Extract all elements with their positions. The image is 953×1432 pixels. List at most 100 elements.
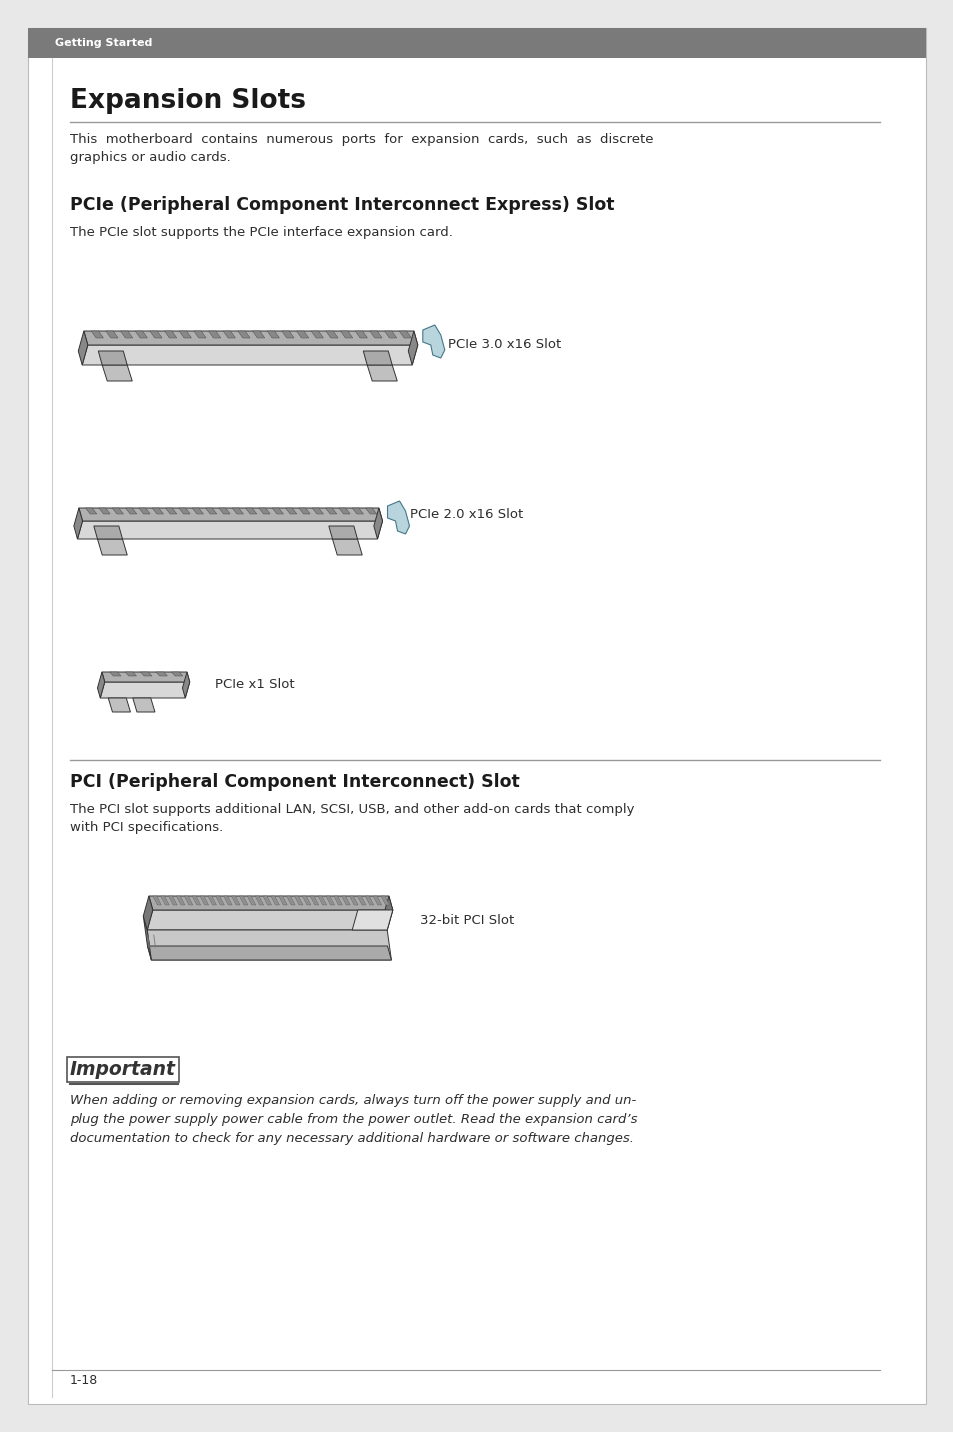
Polygon shape	[365, 896, 374, 905]
Polygon shape	[169, 896, 177, 905]
Polygon shape	[152, 896, 161, 905]
Polygon shape	[176, 896, 185, 905]
Polygon shape	[317, 896, 326, 905]
Polygon shape	[164, 331, 176, 338]
Polygon shape	[253, 331, 265, 338]
Polygon shape	[272, 508, 283, 514]
Text: The PCI slot supports additional LAN, SCSI, USB, and other add-on cards that com: The PCI slot supports additional LAN, SC…	[70, 803, 634, 835]
Polygon shape	[232, 508, 243, 514]
Polygon shape	[182, 672, 190, 697]
Polygon shape	[205, 508, 216, 514]
Polygon shape	[254, 896, 263, 905]
Polygon shape	[363, 351, 392, 365]
Polygon shape	[286, 896, 294, 905]
Polygon shape	[112, 508, 123, 514]
Polygon shape	[218, 508, 230, 514]
Polygon shape	[78, 331, 88, 365]
Polygon shape	[380, 896, 389, 905]
Polygon shape	[140, 672, 152, 676]
Polygon shape	[93, 526, 122, 538]
Text: This  motherboard  contains  numerous  ports  for  expansion  cards,  such  as  : This motherboard contains numerous ports…	[70, 133, 653, 165]
Polygon shape	[208, 896, 216, 905]
Polygon shape	[370, 331, 382, 338]
Polygon shape	[192, 896, 200, 905]
Polygon shape	[135, 331, 148, 338]
Polygon shape	[166, 508, 176, 514]
Polygon shape	[172, 672, 183, 676]
Polygon shape	[387, 501, 409, 534]
Polygon shape	[296, 331, 309, 338]
Polygon shape	[139, 508, 150, 514]
Polygon shape	[408, 331, 417, 365]
Polygon shape	[232, 896, 240, 905]
Polygon shape	[149, 896, 393, 909]
Polygon shape	[82, 345, 417, 365]
Polygon shape	[294, 896, 303, 905]
Polygon shape	[267, 331, 279, 338]
Polygon shape	[383, 896, 393, 929]
Polygon shape	[86, 508, 97, 514]
Polygon shape	[192, 508, 203, 514]
Polygon shape	[239, 896, 248, 905]
Polygon shape	[298, 508, 310, 514]
Polygon shape	[367, 365, 396, 381]
Polygon shape	[160, 896, 169, 905]
Text: PCIe (Peripheral Component Interconnect Express) Slot: PCIe (Peripheral Component Interconnect …	[70, 196, 614, 213]
Polygon shape	[334, 896, 342, 905]
Polygon shape	[200, 896, 209, 905]
Polygon shape	[184, 896, 193, 905]
Polygon shape	[193, 331, 206, 338]
Polygon shape	[91, 331, 103, 338]
Polygon shape	[99, 508, 110, 514]
Polygon shape	[374, 508, 382, 538]
Polygon shape	[355, 331, 367, 338]
Polygon shape	[148, 947, 391, 959]
Polygon shape	[152, 508, 163, 514]
Polygon shape	[333, 538, 362, 556]
Polygon shape	[102, 365, 132, 381]
Polygon shape	[125, 672, 136, 676]
Text: The PCIe slot supports the PCIe interface expansion card.: The PCIe slot supports the PCIe interfac…	[70, 226, 453, 239]
Polygon shape	[147, 909, 393, 929]
Bar	[28, 29, 925, 59]
Text: PCIe x1 Slot: PCIe x1 Slot	[214, 679, 294, 692]
Polygon shape	[278, 896, 287, 905]
Polygon shape	[120, 331, 132, 338]
Polygon shape	[73, 508, 82, 538]
Polygon shape	[341, 896, 350, 905]
Polygon shape	[312, 508, 323, 514]
Polygon shape	[325, 508, 336, 514]
Polygon shape	[143, 916, 152, 959]
Polygon shape	[84, 331, 417, 345]
Polygon shape	[357, 896, 366, 905]
Polygon shape	[110, 672, 121, 676]
Text: 32-bit PCI Slot: 32-bit PCI Slot	[419, 914, 514, 927]
Polygon shape	[143, 896, 152, 929]
Polygon shape	[179, 508, 190, 514]
Polygon shape	[365, 508, 376, 514]
Polygon shape	[237, 331, 250, 338]
Text: PCIe 2.0 x16 Slot: PCIe 2.0 x16 Slot	[410, 508, 522, 521]
Polygon shape	[302, 896, 311, 905]
Polygon shape	[223, 331, 235, 338]
Polygon shape	[79, 508, 382, 521]
Polygon shape	[373, 896, 381, 905]
Polygon shape	[326, 896, 335, 905]
Text: 1-18: 1-18	[70, 1373, 98, 1386]
Polygon shape	[340, 331, 353, 338]
Polygon shape	[209, 331, 220, 338]
Polygon shape	[310, 896, 318, 905]
Text: Expansion Slots: Expansion Slots	[70, 87, 306, 115]
Polygon shape	[338, 508, 350, 514]
Polygon shape	[179, 331, 192, 338]
Polygon shape	[285, 508, 296, 514]
Polygon shape	[398, 331, 411, 338]
Polygon shape	[132, 697, 154, 712]
Polygon shape	[311, 331, 323, 338]
Polygon shape	[156, 672, 167, 676]
Polygon shape	[422, 325, 444, 358]
Polygon shape	[147, 929, 391, 959]
Polygon shape	[77, 521, 382, 538]
Polygon shape	[223, 896, 232, 905]
Polygon shape	[108, 697, 131, 712]
